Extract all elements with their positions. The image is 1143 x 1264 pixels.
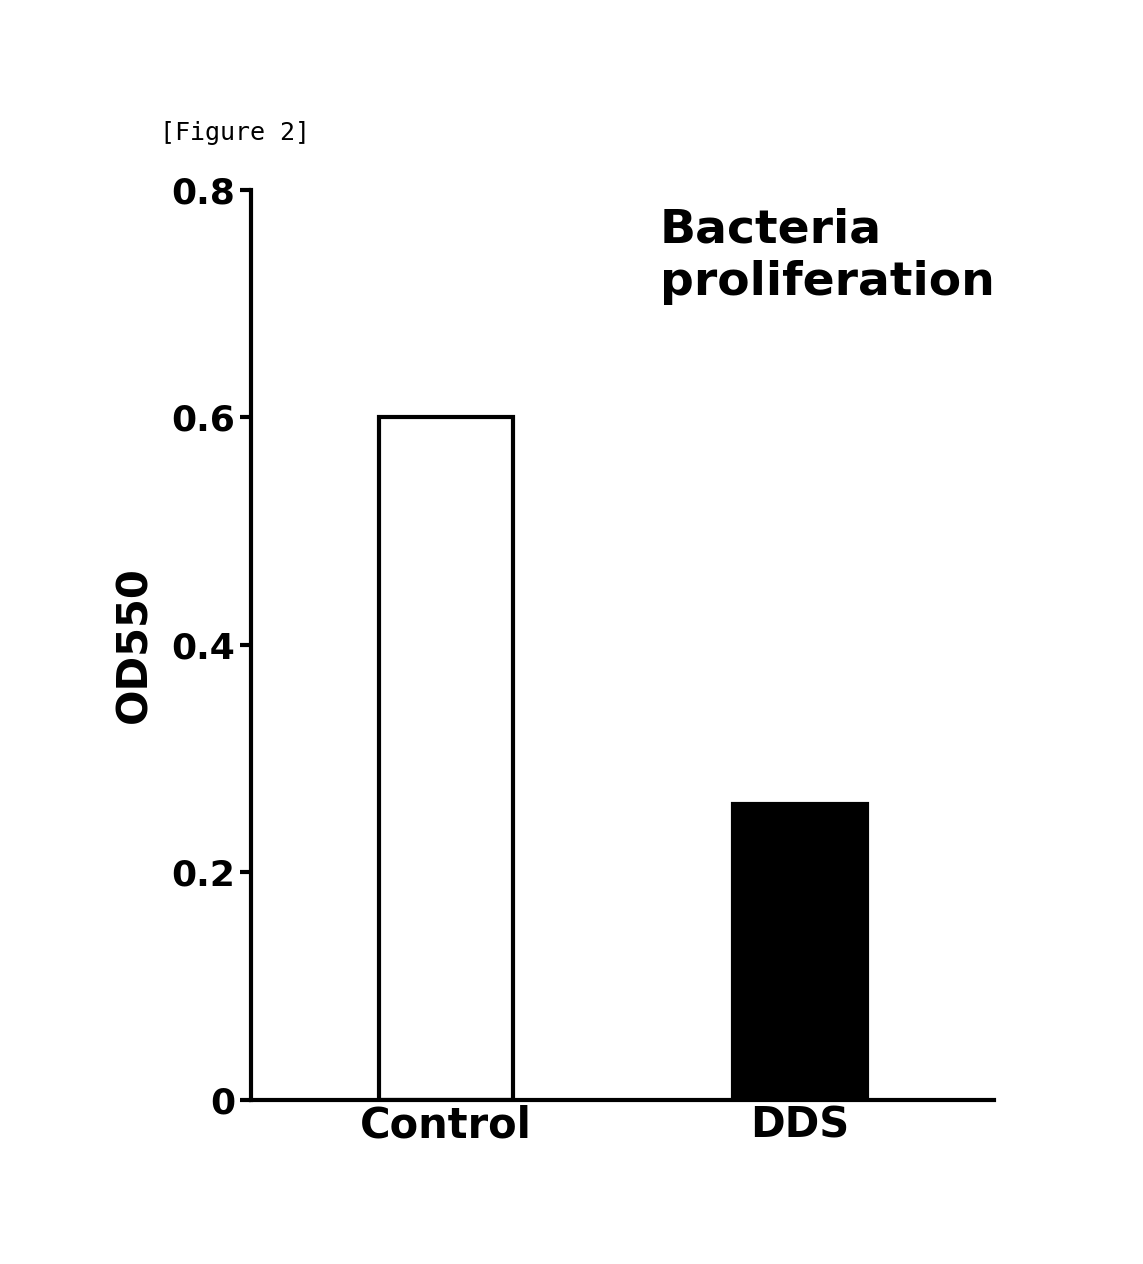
Y-axis label: OD550: OD550 bbox=[113, 566, 155, 723]
Text: [Figure 2]: [Figure 2] bbox=[160, 121, 310, 145]
Text: Bacteria
proliferation: Bacteria proliferation bbox=[661, 207, 994, 305]
Bar bbox=[733, 804, 868, 1100]
Bar bbox=[378, 417, 513, 1100]
